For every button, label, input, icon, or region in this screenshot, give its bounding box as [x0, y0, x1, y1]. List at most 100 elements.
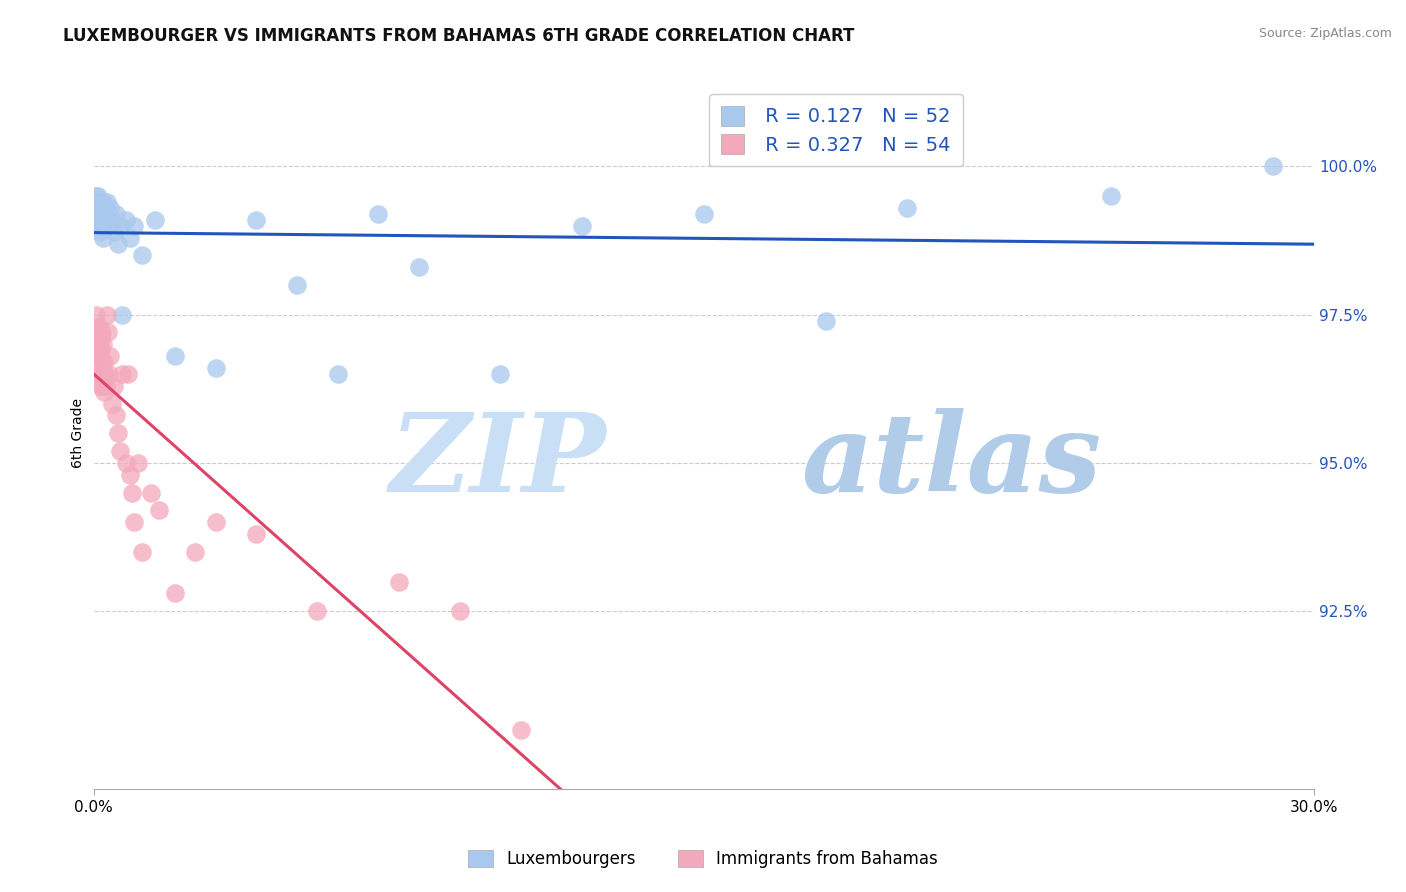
- Text: Source: ZipAtlas.com: Source: ZipAtlas.com: [1258, 27, 1392, 40]
- Point: [90, 201, 112, 215]
- Point: [91, 379, 114, 393]
- Point: [86, 331, 108, 345]
- Point: [94, 201, 117, 215]
- Point: [449, 604, 471, 618]
- Point: [89, 207, 111, 221]
- Point: [89, 225, 111, 239]
- Point: [87, 349, 110, 363]
- Point: [117, 367, 139, 381]
- Point: [96, 194, 118, 209]
- Point: [91, 355, 114, 369]
- Point: [87, 337, 110, 351]
- Point: [101, 397, 124, 411]
- Point: [285, 278, 308, 293]
- Point: [86, 207, 108, 221]
- Point: [104, 207, 127, 221]
- Point: [89, 194, 111, 209]
- Point: [90, 219, 112, 233]
- Point: [93, 207, 115, 221]
- Point: [90, 331, 112, 345]
- Point: [86, 367, 108, 381]
- Point: [89, 367, 111, 381]
- Point: [94, 379, 117, 393]
- Point: [97, 207, 120, 221]
- Point: [93, 219, 115, 233]
- Point: [93, 355, 115, 369]
- Point: [94, 212, 117, 227]
- Point: [120, 467, 142, 482]
- Point: [89, 337, 111, 351]
- Point: [127, 456, 149, 470]
- Point: [101, 212, 124, 227]
- Text: LUXEMBOURGER VS IMMIGRANTS FROM BAHAMAS 6TH GRADE CORRELATION CHART: LUXEMBOURGER VS IMMIGRANTS FROM BAHAMAS …: [63, 27, 855, 45]
- Point: [86, 319, 108, 334]
- Point: [108, 219, 131, 233]
- Point: [571, 219, 593, 233]
- Point: [693, 207, 716, 221]
- Point: [84, 326, 107, 340]
- Point: [87, 319, 110, 334]
- Point: [89, 379, 111, 393]
- Point: [89, 349, 111, 363]
- Point: [87, 201, 110, 215]
- Point: [163, 586, 186, 600]
- Point: [307, 604, 329, 618]
- Point: [489, 367, 512, 381]
- Point: [86, 349, 108, 363]
- Point: [98, 201, 121, 215]
- Point: [122, 219, 145, 233]
- Point: [509, 723, 531, 737]
- Point: [93, 384, 115, 399]
- Point: [86, 194, 108, 209]
- Point: [103, 379, 125, 393]
- Point: [388, 574, 411, 589]
- Point: [115, 456, 138, 470]
- Point: [245, 527, 267, 541]
- Point: [91, 367, 114, 381]
- Point: [107, 236, 129, 251]
- Y-axis label: 6th Grade: 6th Grade: [72, 399, 86, 468]
- Point: [90, 343, 112, 358]
- Point: [204, 361, 226, 376]
- Point: [96, 308, 118, 322]
- Point: [120, 230, 142, 244]
- Point: [90, 212, 112, 227]
- Point: [184, 545, 207, 559]
- Point: [91, 337, 114, 351]
- Point: [87, 219, 110, 233]
- Point: [814, 313, 837, 327]
- Point: [143, 212, 166, 227]
- Point: [94, 367, 117, 381]
- Point: [131, 545, 153, 559]
- Point: [84, 308, 107, 322]
- Point: [87, 189, 110, 203]
- Point: [121, 485, 143, 500]
- Point: [408, 260, 430, 275]
- Point: [91, 212, 114, 227]
- Point: [98, 219, 121, 233]
- Legend:  R = 0.127   N = 52,  R = 0.327   N = 54: R = 0.127 N = 52, R = 0.327 N = 54: [709, 95, 963, 167]
- Point: [245, 212, 267, 227]
- Legend: Luxembourgers, Immigrants from Bahamas: Luxembourgers, Immigrants from Bahamas: [461, 843, 945, 875]
- Point: [98, 367, 121, 381]
- Point: [84, 189, 107, 203]
- Point: [103, 225, 125, 239]
- Point: [97, 326, 120, 340]
- Point: [111, 308, 134, 322]
- Point: [111, 367, 134, 381]
- Point: [90, 326, 112, 340]
- Point: [91, 194, 114, 209]
- Point: [326, 367, 349, 381]
- Point: [367, 207, 389, 221]
- Point: [91, 207, 114, 221]
- Point: [131, 248, 153, 262]
- Point: [84, 337, 107, 351]
- Point: [163, 349, 186, 363]
- Text: atlas: atlas: [801, 408, 1102, 516]
- Point: [104, 409, 127, 423]
- Point: [98, 349, 121, 363]
- Point: [1099, 189, 1122, 203]
- Point: [139, 485, 162, 500]
- Point: [89, 331, 111, 345]
- Point: [89, 201, 111, 215]
